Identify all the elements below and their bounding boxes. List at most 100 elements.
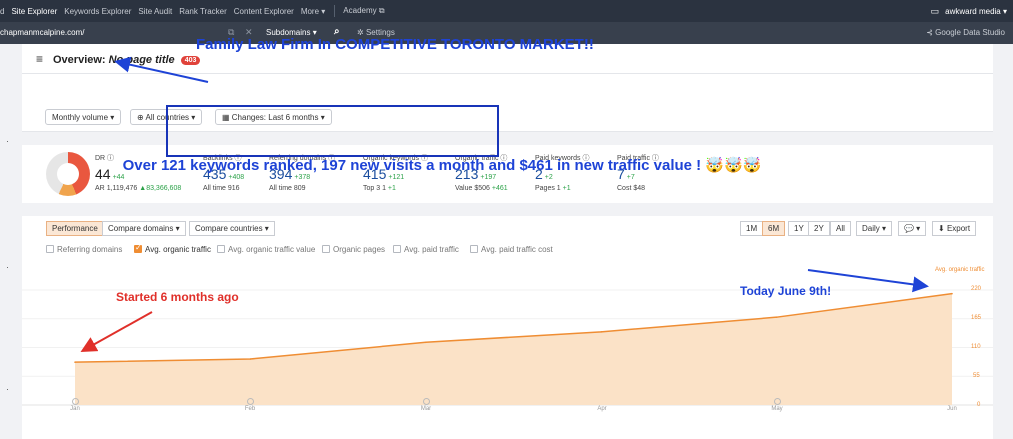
gear-icon: ✲ [357,28,366,37]
tab-performance[interactable]: Performance [46,221,104,236]
x-tick-jan: Jan [65,398,85,412]
dr-donut-chart [46,152,90,196]
account-name: awkward media ▾ [945,6,1007,16]
paidkw-label: Paid keywords ⓘ [535,155,590,162]
orgkw-delta: +121 [388,174,405,181]
metric-paid-traffic[interactable]: Paid traffic ⓘ 7 +7 Cost $48 [617,153,659,192]
search-icon[interactable]: ⌕ [334,26,340,37]
monitor-icon: ▭ [930,5,940,16]
account-menu[interactable]: ▭ awkward media ▾ [931,0,1007,22]
metric-paid-keywords[interactable]: Paid keywords ⓘ 2 +2 Pages 1 +1 [535,153,589,192]
export-button[interactable]: ⬇ Export [932,221,977,236]
annotation-marker-icon[interactable] [422,398,430,405]
metric-dr[interactable]: DR ⓘ 44 +44 AR 1,119,476 ▲83,366,608 [95,153,181,192]
toggle-avg-paid-traffic[interactable]: Avg. paid traffic [393,245,459,254]
comments-dropdown[interactable]: 💬 ▾ [898,221,927,236]
toggle-avg-organic-traffic[interactable]: Avg. organic traffic [134,243,211,254]
range-6m[interactable]: 6M [762,221,786,236]
data-point[interactable] [249,358,252,360]
traffic-chart [22,289,993,406]
interval-dropdown[interactable]: Daily ▾ [856,221,893,236]
external-link-icon[interactable]: ⧉ [228,27,235,37]
traffic-area [75,293,952,405]
monthly-volume-dropdown[interactable]: Monthly volume ▾ [45,109,122,125]
data-point[interactable] [951,292,953,295]
annotation-today: Today June 9th! [740,284,832,298]
toggle-organic-pages[interactable]: Organic pages [322,245,385,254]
metric-toggles: Referring domains Avg. organic traffic A… [22,243,993,259]
backlinks-label: Backlinks ⓘ [203,155,242,162]
annotation-summary: Over 121 keywords ranked, 197 new visits… [122,157,762,174]
toggle-referring-domains[interactable]: Referring domains [46,245,122,254]
nav-item-academy[interactable]: Academy ⧉ [343,6,385,15]
plug-icon: ⊰ [926,28,936,37]
clear-icon[interactable]: ✕ [245,27,253,37]
target-url-input[interactable]: chapmanmcalpine.com/ [0,28,85,37]
toggle-label: Avg. paid traffic [404,245,459,254]
nav-item-truncated[interactable]: d [0,6,5,16]
paidkw-delta: +2 [544,174,553,181]
nav-item-content-explorer[interactable]: Content Explorer [233,6,294,16]
metric-organic-traffic[interactable]: Organic traffic ⓘ 213 +197 Value $506 +46… [455,153,508,192]
annotation-marker-icon[interactable] [71,398,79,405]
range-all[interactable]: All [830,221,851,236]
annotation-marker-icon[interactable] [773,398,781,405]
page-title: Overview: No page title 403 [53,54,201,66]
toggle-label: Avg. organic traffic [145,245,211,254]
paidkw-sub-delta: +1 [562,185,571,192]
nav-item-rank-tracker[interactable]: Rank Tracker [179,6,227,16]
left-edge-mark: · [6,136,9,146]
annotation-marker-icon[interactable] [246,398,254,405]
nav-item-keywords-explorer[interactable]: Keywords Explorer [64,6,132,16]
settings-label: Settings [365,28,395,37]
toggle-avg-organic-traffic-value[interactable]: Avg. organic traffic value [217,245,315,254]
left-edge-mark: · [6,384,9,394]
checkbox-checked-icon [134,243,142,253]
toggle-avg-paid-traffic-cost[interactable]: Avg. paid traffic cost [470,245,553,254]
range-1y[interactable]: 1Y [788,221,810,236]
nav-item-more[interactable]: More ▾ [300,6,326,16]
settings-button[interactable]: ✲ Settings [357,28,395,37]
range-2y[interactable]: 2Y [808,221,830,236]
data-point[interactable] [600,331,602,333]
google-data-studio-link[interactable]: ⊰ Google Data Studio [926,28,1005,37]
toggle-label: Avg. paid traffic cost [481,245,553,254]
gds-label: Google Data Studio [935,28,1005,37]
mode-dropdown[interactable]: Subdomains ▾ [266,28,317,37]
x-tick-label: Apr [597,406,607,412]
nav-item-site-audit[interactable]: Site Audit [138,6,173,16]
compare-countries-dropdown[interactable]: Compare countries ▾ [189,221,275,236]
backlinks-delta: +408 [228,174,245,181]
metric-organic-keywords[interactable]: Organic keywords ⓘ 415 +121 Top 3 1 +1 [363,153,428,192]
paidtraffic-delta: +7 [626,174,635,181]
export-label: Export [946,224,971,233]
highlight-box [166,105,499,157]
changes-dropdown[interactable]: ▦ Changes: Last 6 months ▾ [215,109,332,125]
ar-value: 1,119,476 [106,185,138,192]
range-1m[interactable]: 1M [740,221,764,236]
ar-delta: ▲83,366,608 [139,185,182,192]
nav-item-site-explorer[interactable]: Site Explorer [11,6,58,16]
data-point[interactable] [74,361,76,363]
checkbox-icon [217,245,225,253]
dr-label: DR ⓘ [95,155,115,162]
dr-delta: +44 [112,174,125,181]
orgkw-value: 415 [363,166,387,182]
hamburger-icon[interactable]: ≡ [36,52,44,66]
section-gap [22,203,993,216]
data-point[interactable] [425,341,427,344]
nav-divider [334,5,336,17]
x-tick-may: May [767,398,787,412]
data-point[interactable] [775,316,778,318]
chart-legend: Avg. organic traffic [935,267,985,273]
metrics-panel: DR ⓘ 44 +44 AR 1,119,476 ▲83,366,608 Back… [22,145,993,203]
metric-backlinks[interactable]: Backlinks ⓘ 435 +408 All time 916 [203,153,244,192]
countries-label: All countries ▾ [145,113,196,122]
backlinks-sub: All time 916 [203,185,240,192]
checkbox-icon [46,245,54,253]
paidtraffic-sub: Cost $48 [617,185,646,192]
orgtraffic-sub-delta: +461 [491,185,508,192]
compare-domains-dropdown[interactable]: Compare domains ▾ [102,221,186,236]
performance-toolbar: Performance Compare domains ▾ Compare co… [22,216,993,240]
metric-referring-domains[interactable]: Referring domains ⓘ 394 +378 All time 809 [269,153,335,192]
